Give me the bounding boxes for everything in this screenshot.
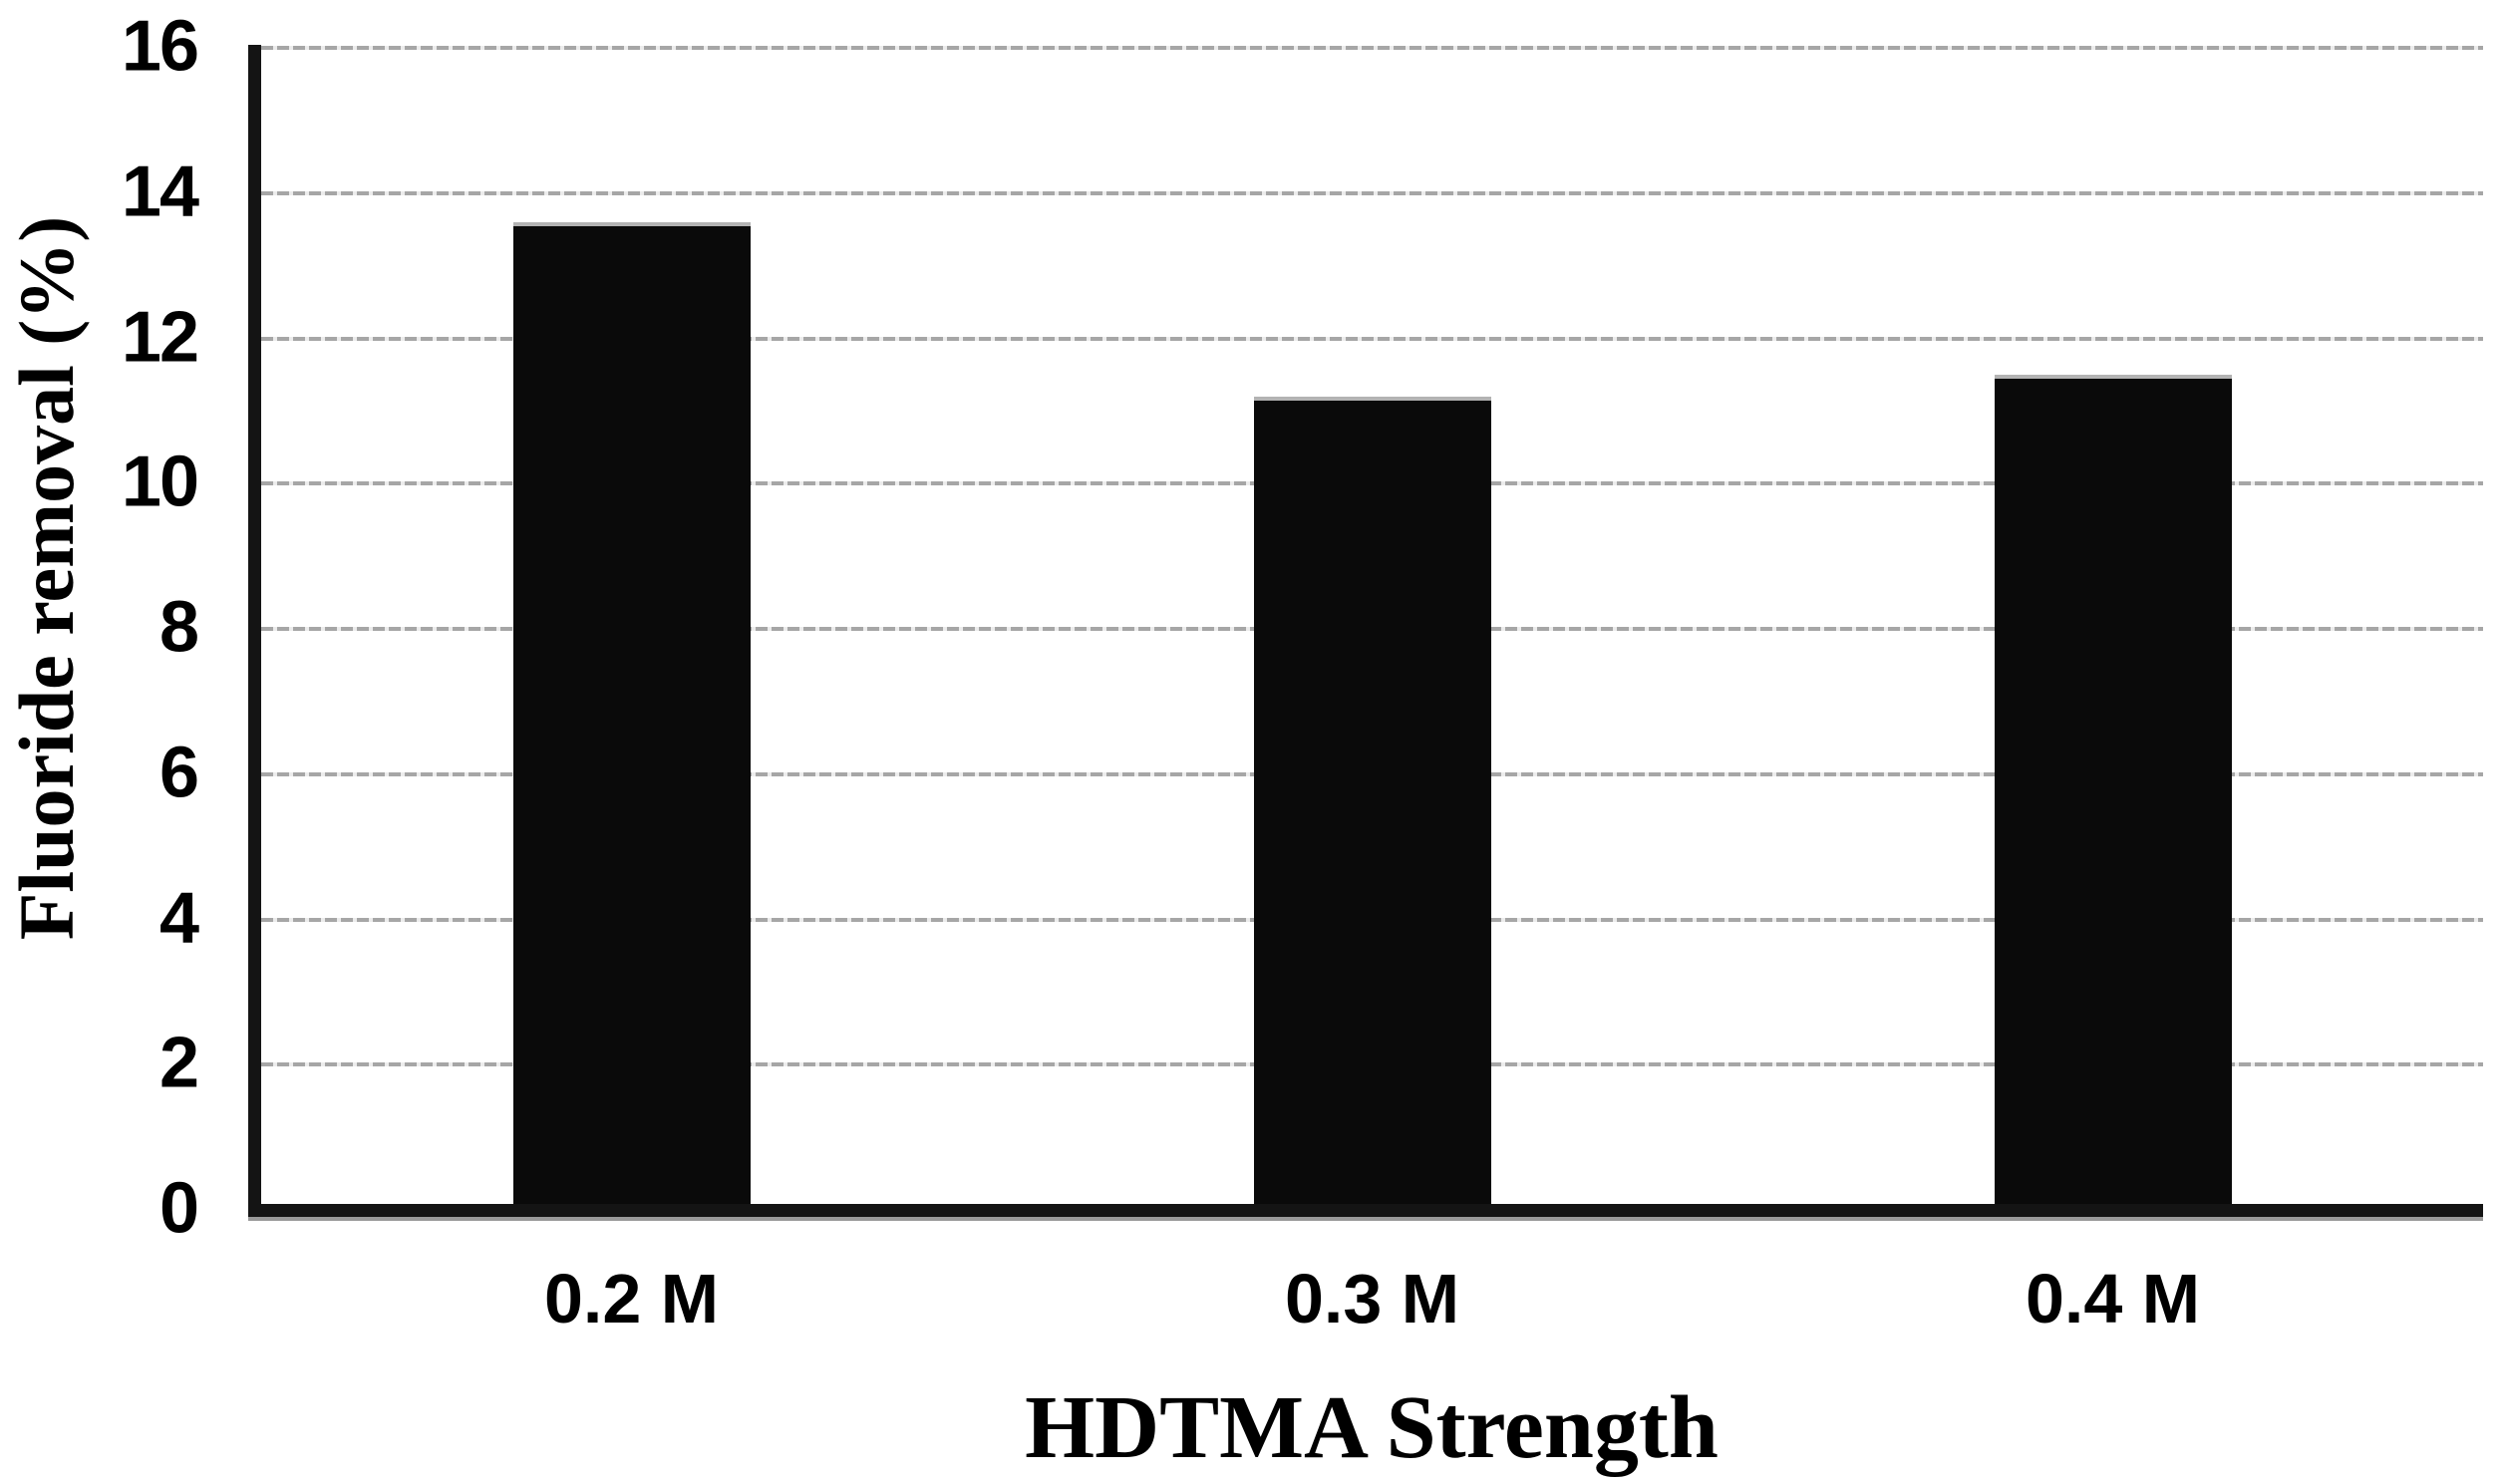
bar-0.2-m [512, 221, 751, 1210]
y-tick-label-6: 6 [158, 733, 199, 813]
bar-0.4-m [1994, 374, 2232, 1210]
gridline-y-14 [261, 190, 2483, 195]
y-tick-label-2: 2 [158, 1023, 199, 1103]
plot-area [248, 45, 2483, 1217]
gridline-y-12 [261, 336, 2483, 341]
x-axis-tick-labels: 0.2 M 0.3 M 0.4 M [261, 1264, 2483, 1343]
y-tick-label-10: 10 [121, 442, 199, 522]
x-axis-title: HDTMA Strength [1025, 1378, 1719, 1477]
y-tick-label-14: 14 [121, 151, 199, 232]
y-tick-label-12: 12 [121, 297, 199, 378]
y-tick-label-4: 4 [158, 878, 199, 959]
x-tick-label-0.4-m: 0.4 M [2025, 1260, 2201, 1337]
x-tick-label-0.2-m: 0.2 M [543, 1260, 720, 1337]
y-tick-label-16: 16 [121, 6, 199, 87]
gridline-y-16 [261, 46, 2483, 50]
x-axis-line [248, 1204, 2483, 1217]
y-tick-label-0: 0 [158, 1168, 199, 1249]
bar-0.3-m [1253, 396, 1491, 1210]
y-axis-tick-labels: 0 2 4 6 8 10 12 14 16 [0, 11, 237, 1245]
y-axis-line [248, 45, 261, 1217]
x-tick-label-0.3-m: 0.3 M [1284, 1260, 1460, 1337]
y-tick-label-8: 8 [158, 587, 199, 668]
